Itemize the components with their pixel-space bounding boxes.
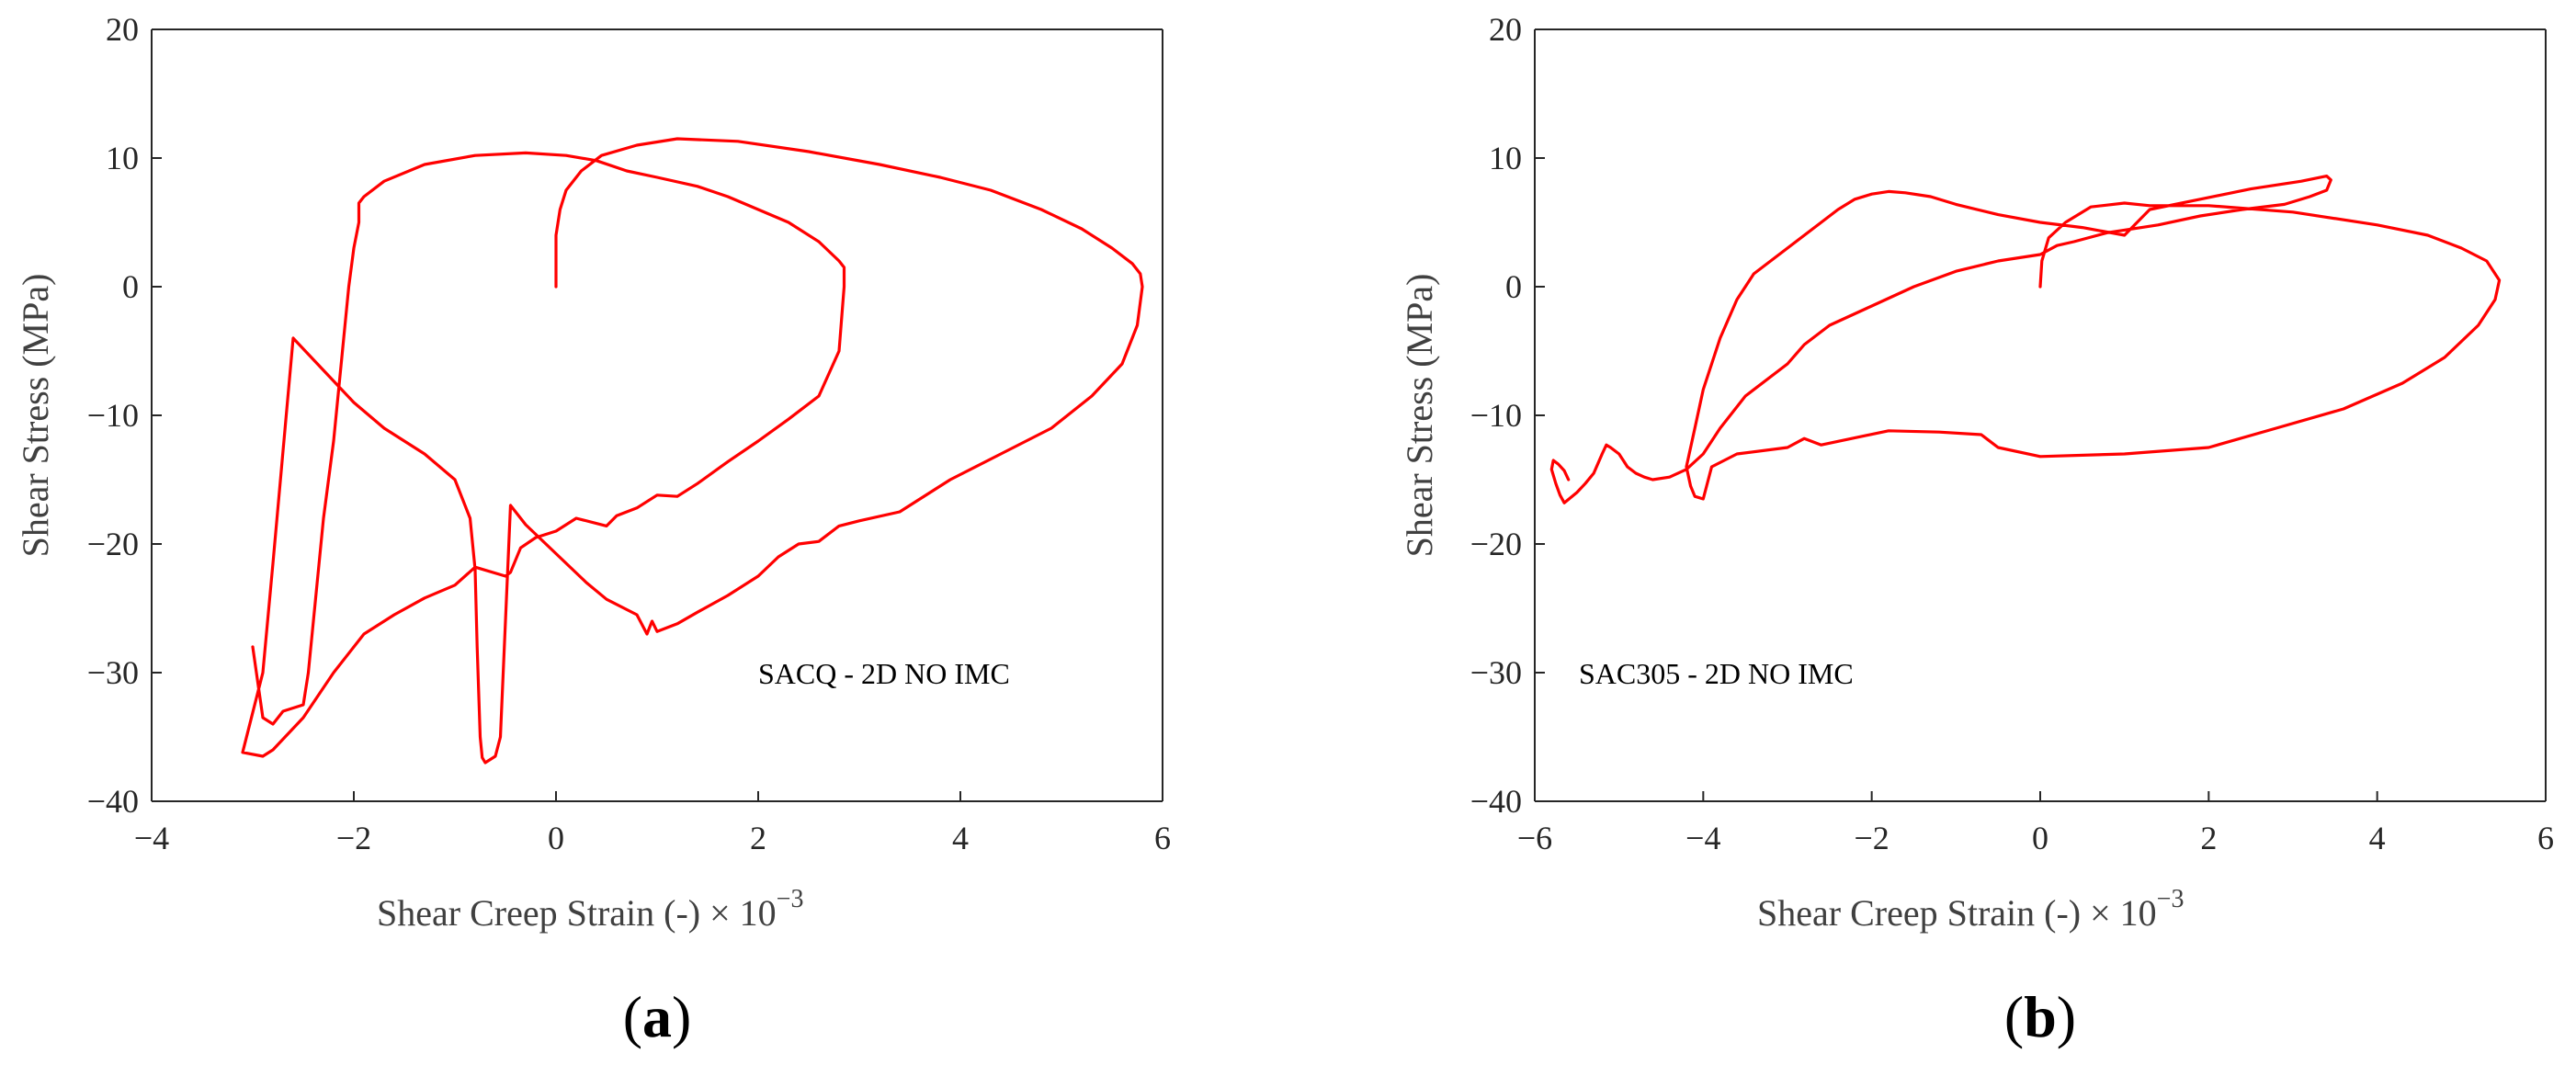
panel-label-close-b: ) bbox=[2057, 984, 2076, 1049]
y-axis-label-b: Shear Stress (MPa) bbox=[1399, 274, 1440, 558]
panel-label-open-b: ( bbox=[2004, 984, 2024, 1049]
x-ticks-a: −4 −2 0 2 4 6 bbox=[134, 791, 1171, 856]
x-axis-label-a: Shear Creep Strain (-) × 10−3 bbox=[377, 885, 803, 934]
y-axis-label-a: Shear Stress (MPa) bbox=[15, 274, 56, 558]
y-tick-label-a-6: 20 bbox=[106, 11, 139, 48]
panel-label-open-a: ( bbox=[623, 984, 642, 1049]
y-tick-label-b-4: 0 bbox=[1505, 268, 1522, 305]
x-tick-label-b-6: 6 bbox=[2537, 820, 2554, 856]
panel-label-close-a: ) bbox=[672, 984, 691, 1049]
y-tick-label-a-0: −40 bbox=[87, 783, 139, 820]
y-tick-label-a-3: −10 bbox=[87, 397, 139, 434]
y-tick-label-b-6: 20 bbox=[1489, 11, 1522, 48]
panel-label-letter-a: a bbox=[642, 984, 672, 1049]
series-b bbox=[1549, 175, 2502, 504]
y-ticks-a: −40 −30 −20 −10 0 10 20 bbox=[87, 11, 162, 820]
x-axis-label-text-a: Shear Creep Strain (-) bbox=[377, 892, 700, 934]
y-tick-label-b-1: −30 bbox=[1470, 654, 1522, 691]
y-tick-label-a-5: 10 bbox=[106, 140, 139, 176]
x-axis-label-b: Shear Creep Strain (-) × 10−3 bbox=[1757, 885, 2184, 934]
x-tick-label-b-2: −2 bbox=[1855, 820, 1889, 856]
y-tick-label-b-5: 10 bbox=[1489, 140, 1522, 176]
x-tick-label-a-5: 6 bbox=[1154, 820, 1171, 856]
series-a bbox=[241, 137, 1144, 765]
panel-label-a: (a) bbox=[623, 984, 692, 1049]
panel-label-letter-b: b bbox=[2024, 984, 2057, 1049]
panel-label-b: (b) bbox=[2004, 984, 2076, 1049]
x-tick-label-b-3: 0 bbox=[2032, 820, 2048, 856]
x-tick-label-b-0: −6 bbox=[1517, 820, 1552, 856]
x-tick-label-a-4: 4 bbox=[952, 820, 969, 856]
y-ticks-b: −40 −30 −20 −10 0 10 20 bbox=[1470, 11, 1545, 820]
annotation-a: SACQ - 2D NO IMC bbox=[758, 657, 1010, 690]
x-axis-exponent-b: −3 bbox=[2157, 885, 2184, 913]
y-tick-label-a-4: 0 bbox=[122, 268, 139, 305]
y-tick-label-a-2: −20 bbox=[87, 526, 139, 562]
y-tick-label-b-3: −10 bbox=[1470, 397, 1522, 434]
x-tick-label-a-2: 0 bbox=[548, 820, 564, 856]
x-axis-label-text-b: Shear Creep Strain (-) bbox=[1757, 892, 2081, 934]
series-line-a-0 bbox=[241, 137, 1144, 765]
x-axis-multiplier-b: × 10 bbox=[2090, 892, 2157, 934]
x-tick-label-b-4: 2 bbox=[2200, 820, 2217, 856]
x-tick-label-b-1: −4 bbox=[1685, 820, 1720, 856]
x-axis-multiplier-a: × 10 bbox=[709, 892, 777, 934]
x-tick-label-a-0: −4 bbox=[134, 820, 169, 856]
x-tick-label-a-3: 2 bbox=[750, 820, 766, 856]
y-tick-label-b-0: −40 bbox=[1470, 783, 1522, 820]
y-tick-label-b-2: −20 bbox=[1470, 526, 1522, 562]
series-line-b-0 bbox=[1549, 175, 2502, 504]
x-ticks-b: −6 −4 −2 0 2 4 6 bbox=[1517, 791, 2554, 856]
x-tick-label-a-1: −2 bbox=[336, 820, 371, 856]
x-tick-label-b-5: 4 bbox=[2369, 820, 2386, 856]
x-axis-exponent-a: −3 bbox=[777, 885, 804, 913]
annotation-b: SAC305 - 2D NO IMC bbox=[1579, 657, 1854, 690]
y-tick-label-a-1: −30 bbox=[87, 654, 139, 691]
